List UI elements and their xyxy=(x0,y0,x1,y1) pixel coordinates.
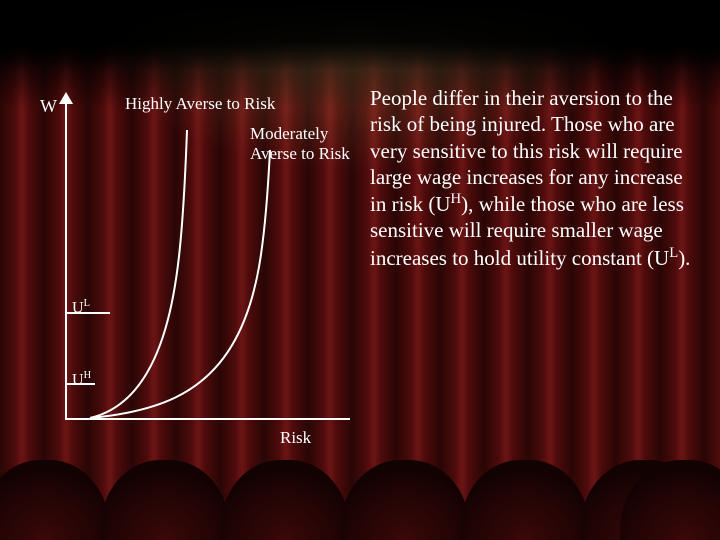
bottom-drapes xyxy=(0,450,720,540)
curve-highly-averse xyxy=(90,130,187,418)
drape-swag xyxy=(580,460,710,540)
top-shadow xyxy=(0,0,720,70)
slide-stage: W Risk Highly Averse to Risk Moderately … xyxy=(0,0,720,540)
y-axis-label: W xyxy=(40,96,57,117)
curve-moderately-averse xyxy=(90,150,270,418)
drape-swag xyxy=(340,460,470,540)
drape-swag xyxy=(220,460,350,540)
x-axis-label: Risk xyxy=(280,428,311,448)
drape-swag xyxy=(620,460,720,540)
drape-swag xyxy=(0,460,110,540)
drape-swag xyxy=(460,460,590,540)
curves-svg xyxy=(65,100,350,420)
drape-swag xyxy=(100,460,230,540)
indifference-chart: W Risk Highly Averse to Risk Moderately … xyxy=(20,80,360,460)
explanatory-paragraph: People differ in their aversion to the r… xyxy=(370,85,700,271)
